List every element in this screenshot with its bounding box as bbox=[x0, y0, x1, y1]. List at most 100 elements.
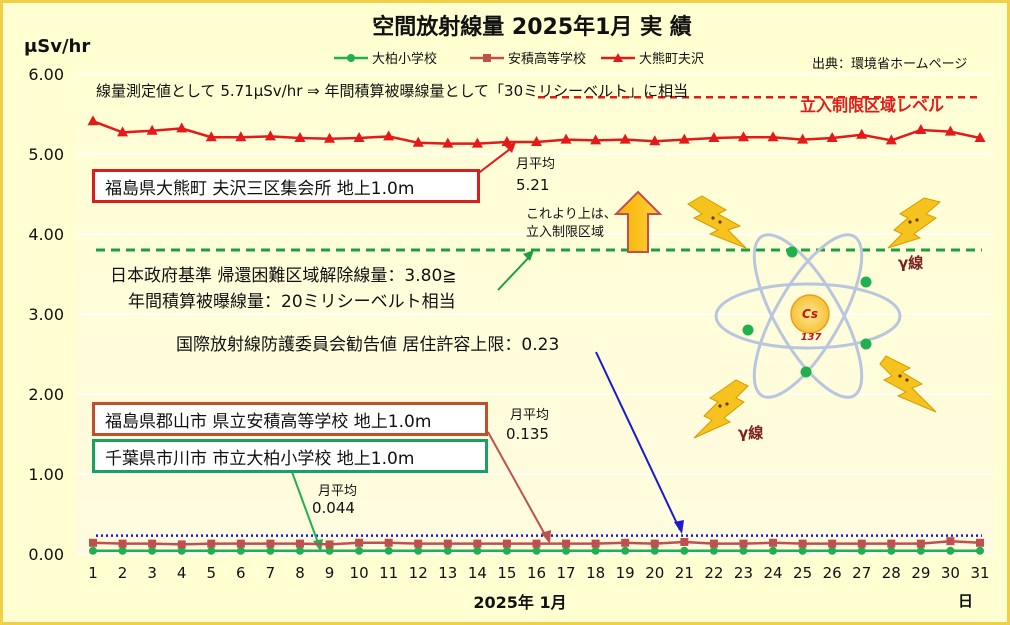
data-point bbox=[384, 538, 393, 547]
data-point bbox=[678, 133, 690, 144]
data-point bbox=[118, 539, 127, 548]
data-point bbox=[590, 134, 602, 145]
x-axis-unit: 日 bbox=[958, 592, 973, 610]
koriyama-location-box: 福島県郡山市 県立安積高等学校 地上1.0m bbox=[92, 402, 488, 436]
y-axis-ticks: 0.00 1.00 2.00 3.00 4.00 5.00 6.00 bbox=[28, 65, 64, 564]
data-point bbox=[562, 546, 571, 555]
data-point bbox=[501, 136, 513, 146]
data-point bbox=[739, 546, 748, 555]
y-tick-label: 6.00 bbox=[28, 65, 64, 84]
data-point bbox=[944, 125, 956, 136]
x-tick-label: 21 bbox=[675, 564, 694, 582]
x-tick-label: 22 bbox=[704, 564, 723, 582]
x-axis-title: 2025年 1月 bbox=[473, 593, 566, 612]
data-point bbox=[355, 538, 364, 547]
legend-item-okuma: 大熊町夫沢 bbox=[601, 51, 704, 67]
data-point bbox=[709, 546, 718, 555]
x-tick-label: 11 bbox=[379, 564, 398, 582]
data-point bbox=[295, 546, 304, 555]
cesium-atom-illustration: Cs 137 bbox=[714, 233, 902, 399]
data-point bbox=[976, 538, 984, 547]
atom-orbit bbox=[714, 282, 902, 350]
series-okuma bbox=[87, 115, 986, 148]
data-point bbox=[177, 540, 186, 549]
x-tick-label: 10 bbox=[350, 564, 369, 582]
data-point bbox=[531, 136, 542, 146]
data-point bbox=[177, 546, 186, 555]
data-series bbox=[87, 115, 986, 555]
atom-orbit bbox=[752, 233, 864, 399]
okuma-location-box: 福島県大熊町 夫沢三区集会所 地上1.0m bbox=[92, 169, 480, 203]
koriyama-avg-label: 月平均 bbox=[510, 408, 550, 423]
data-point bbox=[798, 546, 807, 555]
legend: 大柏小学校 安積高等学校 大熊町夫沢 bbox=[334, 51, 704, 67]
x-tick-label: 26 bbox=[823, 564, 842, 582]
ichikawa-location-box: 千葉県市川市 市立大柏小学校 地上1.0m bbox=[92, 439, 488, 473]
legend-square-marker bbox=[483, 54, 491, 62]
data-point bbox=[857, 539, 866, 548]
data-point bbox=[916, 539, 925, 548]
electron bbox=[860, 338, 872, 350]
data-point bbox=[236, 539, 245, 548]
legend-item-ichikawa: 大柏小学校 bbox=[334, 51, 437, 67]
data-point bbox=[680, 546, 689, 555]
data-point bbox=[471, 137, 483, 148]
data-point bbox=[798, 539, 807, 548]
y-tick-label: 5.00 bbox=[28, 145, 64, 164]
govt-standard-line2: 年間積算被曝線量：20ミリシーベルト相当 bbox=[128, 292, 456, 312]
x-tick-label: 24 bbox=[763, 564, 782, 582]
data-point bbox=[591, 539, 600, 548]
restricted-note-line1: これより上は、 bbox=[526, 207, 617, 222]
data-point bbox=[621, 546, 630, 555]
atom-orbit bbox=[752, 233, 864, 399]
restricted-note-line2: 立入制限区域 bbox=[526, 225, 605, 240]
annotation-arrows bbox=[291, 142, 684, 552]
data-point bbox=[709, 539, 718, 548]
data-point bbox=[384, 546, 393, 555]
data-point bbox=[443, 546, 452, 555]
x-axis-ticks: 1 2 3 4 5 6 7 8 9 10 11 12 13 14 15 16 17 18 19 20 21 22 23 24 2… bbox=[88, 564, 989, 582]
data-point bbox=[591, 546, 600, 555]
data-point bbox=[887, 546, 896, 555]
data-point bbox=[739, 539, 748, 548]
lightning-bolt-icon bbox=[879, 355, 937, 413]
x-tick-label: 14 bbox=[468, 564, 487, 582]
legend-circle-marker bbox=[347, 54, 355, 62]
data-point bbox=[414, 539, 423, 548]
data-point bbox=[205, 131, 217, 142]
series-ichikawa bbox=[89, 546, 984, 555]
reference-lines bbox=[96, 95, 982, 537]
data-point bbox=[650, 546, 659, 555]
x-tick-label: 3 bbox=[147, 564, 157, 582]
y-tick-label: 1.00 bbox=[28, 465, 64, 484]
data-point bbox=[266, 539, 275, 548]
data-point bbox=[235, 131, 247, 142]
data-point bbox=[828, 546, 837, 555]
data-point bbox=[769, 538, 778, 547]
legend-label: 大柏小学校 bbox=[372, 51, 437, 67]
data-point bbox=[264, 130, 276, 141]
data-point bbox=[619, 133, 631, 144]
data-point bbox=[560, 133, 572, 144]
okuma-avg-label: 月平均 bbox=[516, 157, 556, 172]
data-point bbox=[856, 128, 868, 139]
data-point bbox=[915, 124, 927, 134]
data-point bbox=[325, 540, 334, 549]
koriyama-avg-value: 0.135 bbox=[506, 425, 549, 443]
data-point bbox=[769, 546, 778, 555]
data-point bbox=[117, 126, 129, 137]
data-point bbox=[680, 538, 689, 546]
data-point bbox=[89, 546, 97, 555]
data-point bbox=[176, 122, 188, 133]
x-tick-label: 28 bbox=[882, 564, 901, 582]
icrp-recommendation: 国際放射線防護委員会勧告値 居住許容上限：0.23 bbox=[176, 335, 560, 355]
legend-label: 安積高等学校 bbox=[508, 51, 586, 67]
x-tick-label: 23 bbox=[734, 564, 753, 582]
data-point bbox=[828, 539, 837, 548]
source-label: 出典：環境省ホームページ bbox=[812, 57, 967, 72]
y-unit-label: μSv/hr bbox=[24, 36, 90, 57]
legend-item-koriyama: 安積高等学校 bbox=[470, 51, 586, 67]
electron bbox=[860, 276, 872, 288]
top-note: 線量測定値として 5.71μSv/hr ⇒ 年間積算被曝線量として「30ミリシー… bbox=[96, 82, 689, 100]
cs-symbol: Cs bbox=[802, 307, 818, 321]
